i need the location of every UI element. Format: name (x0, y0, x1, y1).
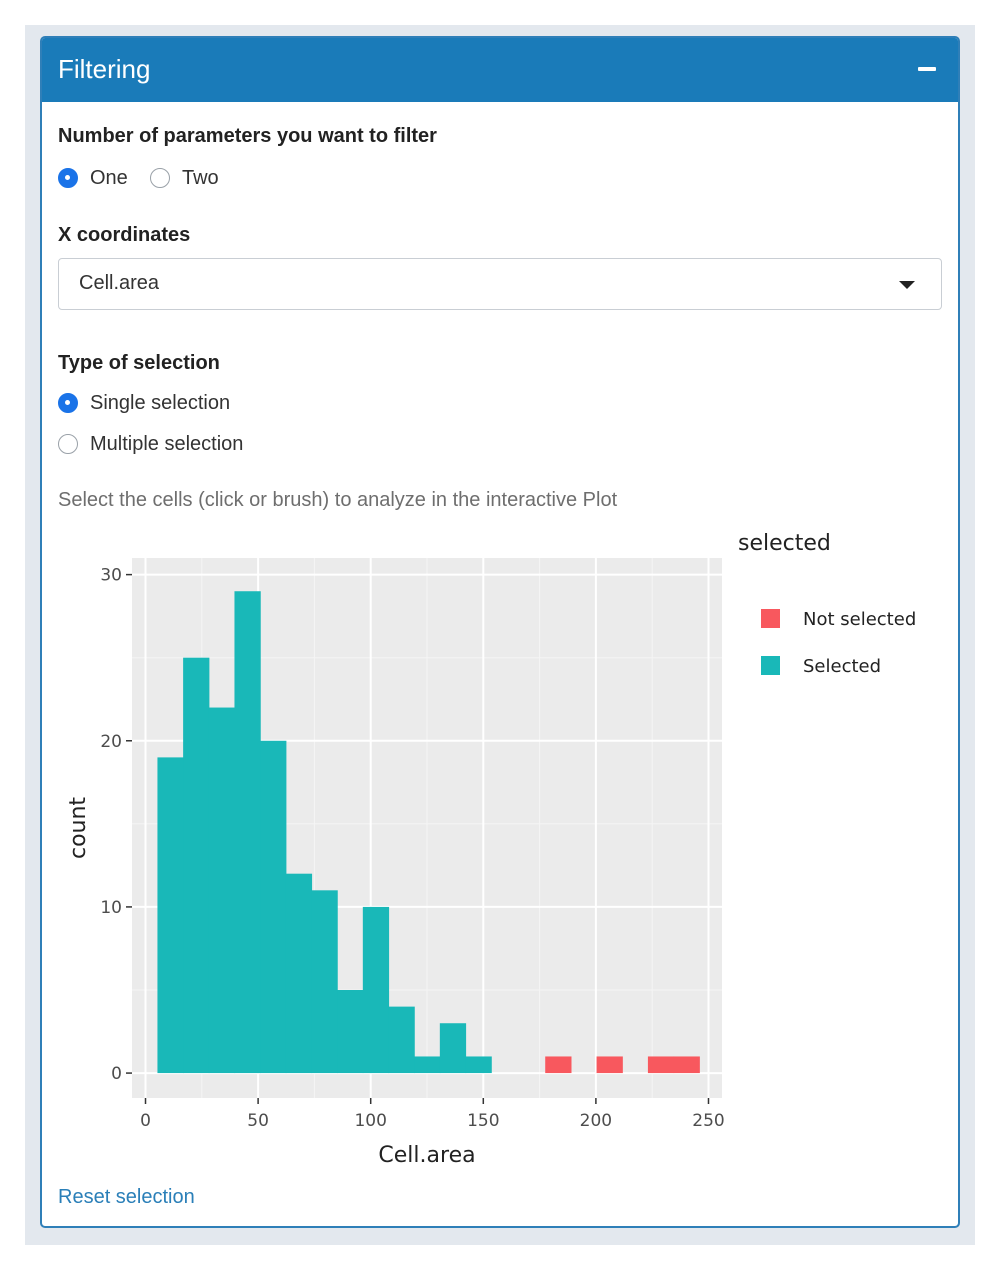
histogram-bar (234, 591, 261, 1074)
histogram-bar (596, 1056, 623, 1074)
histogram-bar (545, 1056, 572, 1074)
histogram-bar (362, 906, 390, 1074)
radio-single-label: Single selection (90, 392, 231, 414)
histogram-bar (208, 707, 236, 1074)
x-tick-label: 150 (467, 1111, 499, 1131)
y-tick-label: 10 (100, 898, 122, 918)
filtering-panel: Filtering Number of parameters you want … (40, 36, 960, 1228)
radio-unchecked-icon (58, 434, 78, 454)
radio-unchecked-icon (150, 168, 170, 188)
help-text: Select the cells (click or brush) to ana… (58, 489, 618, 511)
panel-header: Filtering (42, 38, 958, 102)
histogram-bar (647, 1056, 675, 1074)
radio-single-selection[interactable]: Single selection (58, 391, 230, 415)
x-tick-label: 250 (692, 1111, 724, 1131)
y-tick-label: 20 (100, 732, 122, 752)
radio-one-label: One (90, 167, 128, 189)
y-tick-label: 30 (100, 566, 122, 586)
select-value: Cell.area (79, 272, 160, 294)
panel-title: Filtering (58, 54, 151, 84)
selection-type-label: Type of selection (58, 352, 220, 374)
legend-label: Selected (803, 656, 881, 677)
legend-key (761, 609, 780, 628)
legend-key (761, 656, 780, 675)
histogram-bar (260, 740, 287, 1074)
radio-two-label: Two (182, 167, 219, 189)
radio-two[interactable]: Two (150, 166, 219, 190)
radio-multiple-label: Multiple selection (90, 433, 244, 455)
caret-down-icon (899, 281, 915, 289)
x-tick-label: 100 (354, 1111, 386, 1131)
interactive-histogram[interactable]: 0 10 20 30 0 50 100 150 200 250 Cell.area count sele… (52, 526, 942, 1186)
legend-title: selected (738, 531, 831, 556)
histogram-bar (285, 873, 313, 1074)
params-label: Number of parameters you want to filter (58, 125, 437, 147)
histogram-bar (157, 757, 184, 1074)
histogram-bar (414, 1056, 441, 1074)
x-tick-label: 0 (140, 1111, 151, 1131)
x-coordinates-label: X coordinates (58, 224, 191, 246)
x-coordinates-select[interactable]: Cell.area (58, 258, 942, 310)
histogram-bar (673, 1056, 700, 1074)
radio-multiple-selection[interactable]: Multiple selection (58, 432, 243, 456)
x-axis-title: Cell.area (378, 1143, 475, 1168)
histogram-bar (337, 990, 364, 1074)
minus-icon[interactable] (918, 67, 936, 71)
radio-checked-icon (58, 168, 78, 188)
x-tick-label: 50 (247, 1111, 269, 1131)
legend-label: Not selected (803, 609, 916, 630)
reset-selection-link[interactable]: Reset selection (58, 1186, 195, 1208)
histogram-bar (183, 657, 210, 1074)
histogram-bar (465, 1056, 492, 1074)
histogram-bar (311, 890, 338, 1074)
histogram-bar (439, 1023, 467, 1074)
histogram-bar (388, 1006, 415, 1074)
x-tick-label: 200 (580, 1111, 612, 1131)
y-tick-label: 0 (111, 1064, 122, 1084)
y-axis-title: count (66, 797, 91, 859)
radio-checked-icon (58, 393, 78, 413)
radio-one[interactable]: One (58, 166, 128, 190)
